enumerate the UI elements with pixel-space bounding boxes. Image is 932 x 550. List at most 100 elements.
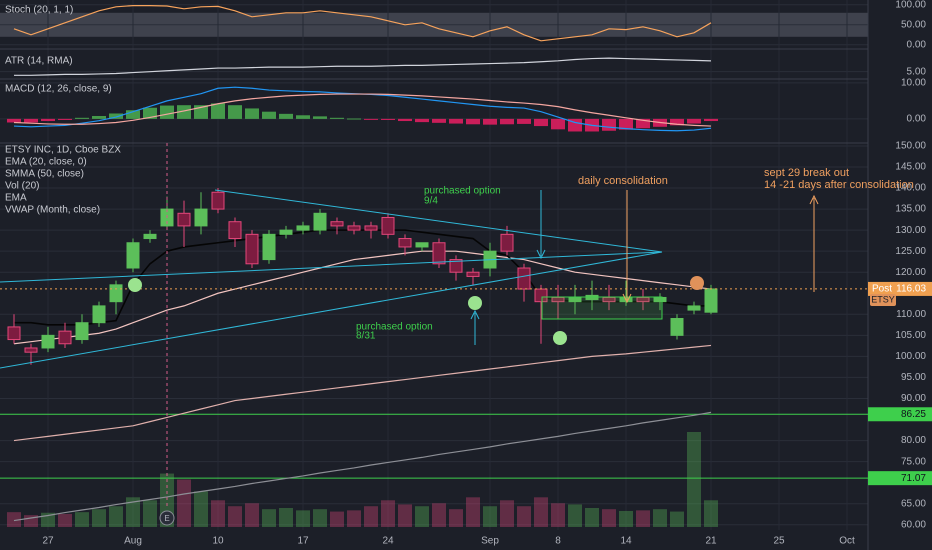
arrow-head xyxy=(536,249,546,260)
y-tick-label: 100.00 xyxy=(895,0,926,10)
histogram-bar xyxy=(619,118,633,130)
indicator-line xyxy=(14,57,712,76)
volume-bar xyxy=(7,512,21,527)
histogram-bar xyxy=(109,113,123,119)
price-tag-value: 116.03 xyxy=(896,284,926,295)
annotation: daily consolidation xyxy=(578,175,668,187)
arrow-head xyxy=(622,293,632,304)
candle-body xyxy=(449,259,463,273)
y-tick-label: 0.00 xyxy=(907,39,927,50)
histogram-bar xyxy=(262,111,276,119)
histogram-bar xyxy=(415,118,429,123)
candle-body xyxy=(245,233,259,265)
legend-entry: EMA (20, close, 0) xyxy=(5,157,87,168)
candle-body xyxy=(211,191,225,210)
candle-body xyxy=(262,233,276,261)
histogram-bar xyxy=(41,118,55,122)
candle-body xyxy=(41,334,55,349)
y-tick-label: 135.00 xyxy=(895,204,926,215)
y-tick-label: 65.00 xyxy=(901,498,926,509)
histogram-bar xyxy=(347,118,361,120)
volume-bar xyxy=(177,479,191,527)
y-tick-label: 80.00 xyxy=(901,435,926,446)
histogram-bar xyxy=(704,118,718,122)
candle-body xyxy=(24,347,38,353)
legend-entry: SMMA (50, close) xyxy=(5,169,84,180)
marker-circle xyxy=(468,296,482,310)
volume-bar xyxy=(653,509,667,527)
candle-body xyxy=(415,242,429,248)
candle-body xyxy=(381,216,395,235)
y-tick-label: 60.00 xyxy=(901,519,926,530)
y-tick-label: 150.00 xyxy=(895,141,926,152)
candle-body xyxy=(704,288,718,313)
y-tick-label: 145.00 xyxy=(895,162,926,173)
histogram-bar xyxy=(466,118,480,125)
legend-entry: EMA xyxy=(5,193,27,204)
volume-bar xyxy=(483,506,497,527)
volume-bar xyxy=(551,503,565,527)
y-tick-label: 50.00 xyxy=(901,19,926,30)
candle-body xyxy=(75,322,89,341)
volume-bar xyxy=(500,500,514,527)
volume-bar xyxy=(330,511,344,527)
marker-circle xyxy=(690,276,704,290)
histogram-bar xyxy=(483,118,497,125)
histogram-bar xyxy=(398,118,412,122)
x-tick-label: Aug xyxy=(124,536,142,547)
histogram-bar xyxy=(228,105,242,119)
y-tick-label: 0.00 xyxy=(907,114,927,125)
candle-body xyxy=(466,271,480,277)
overlay-line xyxy=(14,229,711,326)
volume-bar xyxy=(449,509,463,527)
trend-line xyxy=(0,251,663,283)
trend-line xyxy=(0,251,663,369)
volume-bar xyxy=(364,506,378,527)
x-tick-label: 8 xyxy=(555,536,561,547)
volume-bar xyxy=(432,503,446,527)
volume-bar xyxy=(75,512,89,527)
arrow-head xyxy=(470,309,480,320)
volume-bar xyxy=(313,509,327,527)
candle-body xyxy=(194,208,208,227)
histogram-bar xyxy=(296,115,310,119)
candle-body xyxy=(228,221,242,240)
histogram-bar xyxy=(58,118,72,120)
volume-bar xyxy=(211,500,225,527)
volume-bar xyxy=(296,510,310,527)
histogram-bar xyxy=(381,118,395,120)
histogram-bar xyxy=(143,107,157,119)
histogram-bar xyxy=(551,118,565,130)
x-tick-label: 27 xyxy=(42,536,54,547)
histogram-bar xyxy=(432,118,446,123)
annotation: purchased option xyxy=(424,186,501,197)
level-label: 86.25 xyxy=(901,409,926,420)
drawings: E xyxy=(0,143,819,526)
y-tick-label: 130.00 xyxy=(895,225,926,236)
level-tag xyxy=(868,471,932,486)
x-tick-label: 21 xyxy=(705,536,717,547)
marker-circle xyxy=(128,278,142,292)
earnings-marker xyxy=(159,510,175,526)
candle-body xyxy=(109,284,123,303)
histogram-bar xyxy=(7,118,21,123)
candle-body xyxy=(347,225,361,231)
histogram-bar xyxy=(126,110,140,119)
pane-title: ATR (14, RMA) xyxy=(5,56,73,67)
y-tick-label: 10.00 xyxy=(901,78,926,89)
volume-bar xyxy=(568,504,582,527)
candle-body xyxy=(313,212,327,231)
histogram-bar xyxy=(500,118,514,125)
symbol-tag xyxy=(870,294,896,306)
indicator-line xyxy=(13,5,712,42)
consolidation-box xyxy=(541,296,663,320)
volume-bar xyxy=(415,506,429,527)
y-tick-label: 100.00 xyxy=(895,351,926,362)
volume-bar xyxy=(279,508,293,527)
volume-bar xyxy=(347,510,361,527)
x-tick-label: 14 xyxy=(620,536,632,547)
histogram-bar xyxy=(517,118,531,124)
volume-bar xyxy=(262,509,276,527)
candle-body xyxy=(92,305,106,324)
